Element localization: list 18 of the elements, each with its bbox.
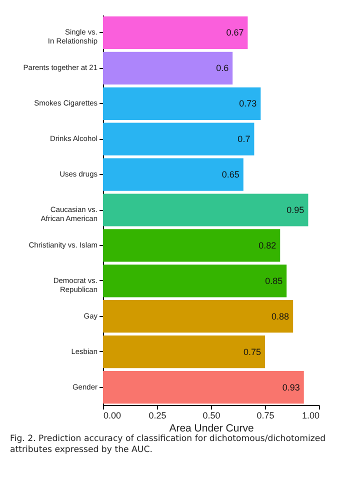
x-axis-title: Area Under Curve bbox=[169, 422, 254, 434]
x-tick-label: 0.00 bbox=[104, 410, 122, 420]
data-label: 0.7 bbox=[238, 134, 250, 144]
data-label: 0.85 bbox=[265, 276, 283, 286]
caption: Fig. 2. Prediction accuracy of classification for dichotomous/dichotomized attributes expressed by the AUC. bbox=[10, 434, 327, 456]
x-tick-label: 0.25 bbox=[148, 410, 166, 420]
data-label: 0.95 bbox=[286, 205, 304, 215]
data-label: 0.6 bbox=[216, 63, 229, 74]
x-tick-label: 1.00 bbox=[302, 410, 320, 420]
data-label: 0.67 bbox=[226, 28, 244, 38]
data-label: 0.65 bbox=[222, 170, 240, 180]
data-label: 0.88 bbox=[272, 311, 290, 322]
x-tick-label: 0.50 bbox=[202, 410, 220, 420]
data-label: 0.93 bbox=[282, 382, 300, 392]
data-label: 0.82 bbox=[258, 240, 276, 250]
x-tick-label: 0.75 bbox=[256, 410, 274, 420]
data-label: 0.75 bbox=[243, 346, 261, 357]
data-label: 0.73 bbox=[239, 98, 257, 109]
